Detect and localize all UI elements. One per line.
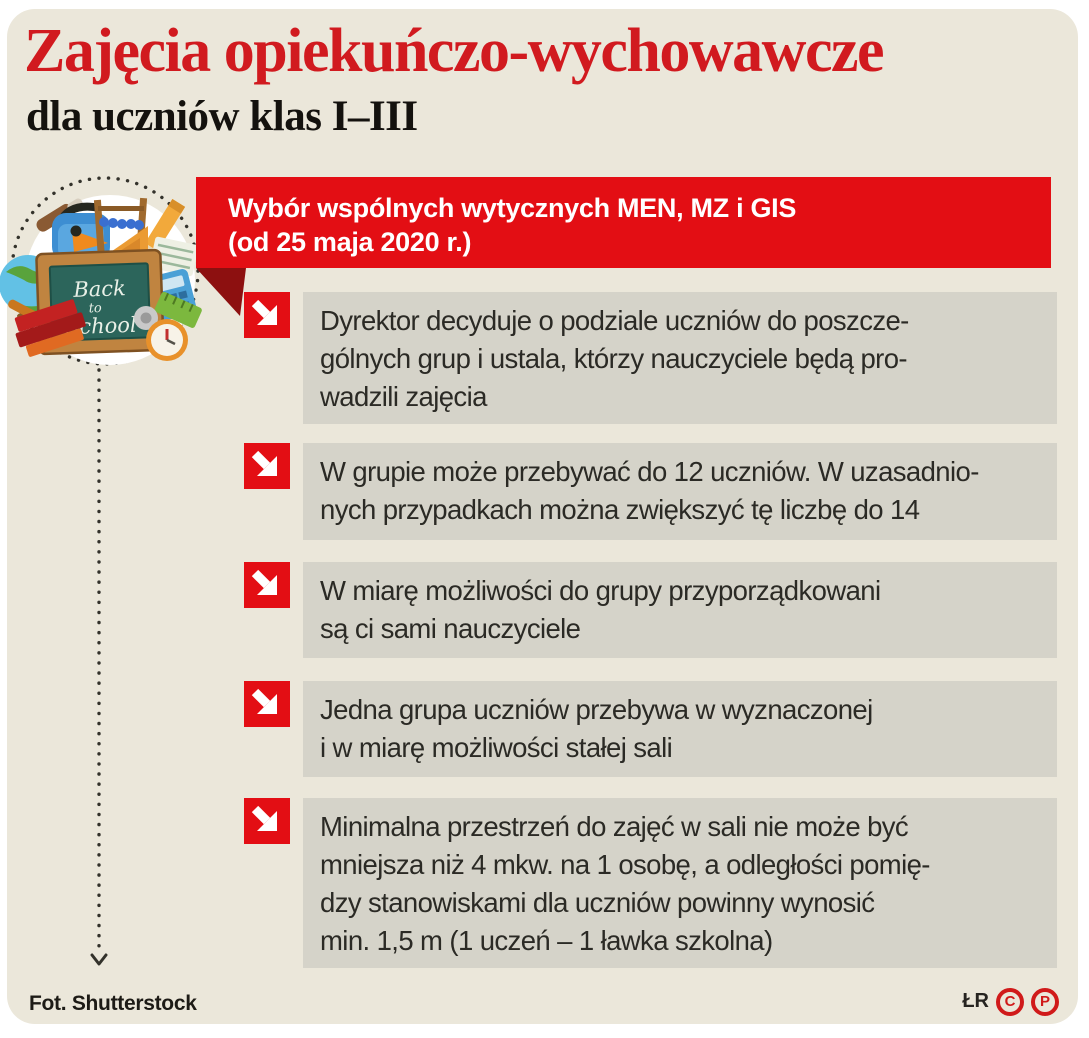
arrow-down-right-icon	[244, 798, 290, 844]
arrow-down-right-icon	[244, 443, 290, 489]
guideline-text: W miarę możliwości do grupy przyporządko…	[320, 575, 881, 644]
guideline-box: Minimalna przestrzeń do zajęć w sali nie…	[303, 798, 1057, 968]
header-banner-text: Wybór wspólnych wytycznych MEN, MZ i GIS…	[228, 193, 797, 257]
page-title: Zajęcia opiekuńczo-wychowawcze	[24, 17, 885, 85]
page-subtitle: dla uczniów klas I–III	[26, 93, 418, 140]
photo-credit: Fot. Shutterstock	[29, 992, 197, 1015]
guideline-box: Dyrektor decyduje o podziale uczniów do …	[303, 292, 1057, 424]
header-banner: Wybór wspólnych wytycznych MEN, MZ i GIS…	[196, 177, 1051, 268]
author-initials: ŁR	[962, 990, 989, 1012]
guideline-text: Dyrektor decyduje o podziale uczniów do …	[320, 305, 909, 412]
footer-credits: ŁR C P	[962, 987, 1059, 1016]
arrow-down-right-icon	[244, 562, 290, 608]
guideline-text: W grupie może przebywać do 12 uczniów. W…	[320, 456, 979, 525]
copyright-c-logo: C	[996, 987, 1024, 1016]
arrow-down-right-icon	[244, 292, 290, 338]
guideline-text: Jedna grupa uczniów przebywa w wyznaczon…	[320, 694, 873, 763]
guideline-box: W grupie może przebywać do 12 uczniów. W…	[303, 443, 1057, 540]
guideline-text: Minimalna przestrzeń do zajęć w sali nie…	[320, 811, 930, 956]
guideline-box: Jedna grupa uczniów przebywa w wyznaczon…	[303, 681, 1057, 777]
arrow-down-right-icon	[244, 681, 290, 727]
guideline-box: W miarę możliwości do grupy przyporządko…	[303, 562, 1057, 658]
copyright-p-logo: P	[1031, 987, 1059, 1016]
